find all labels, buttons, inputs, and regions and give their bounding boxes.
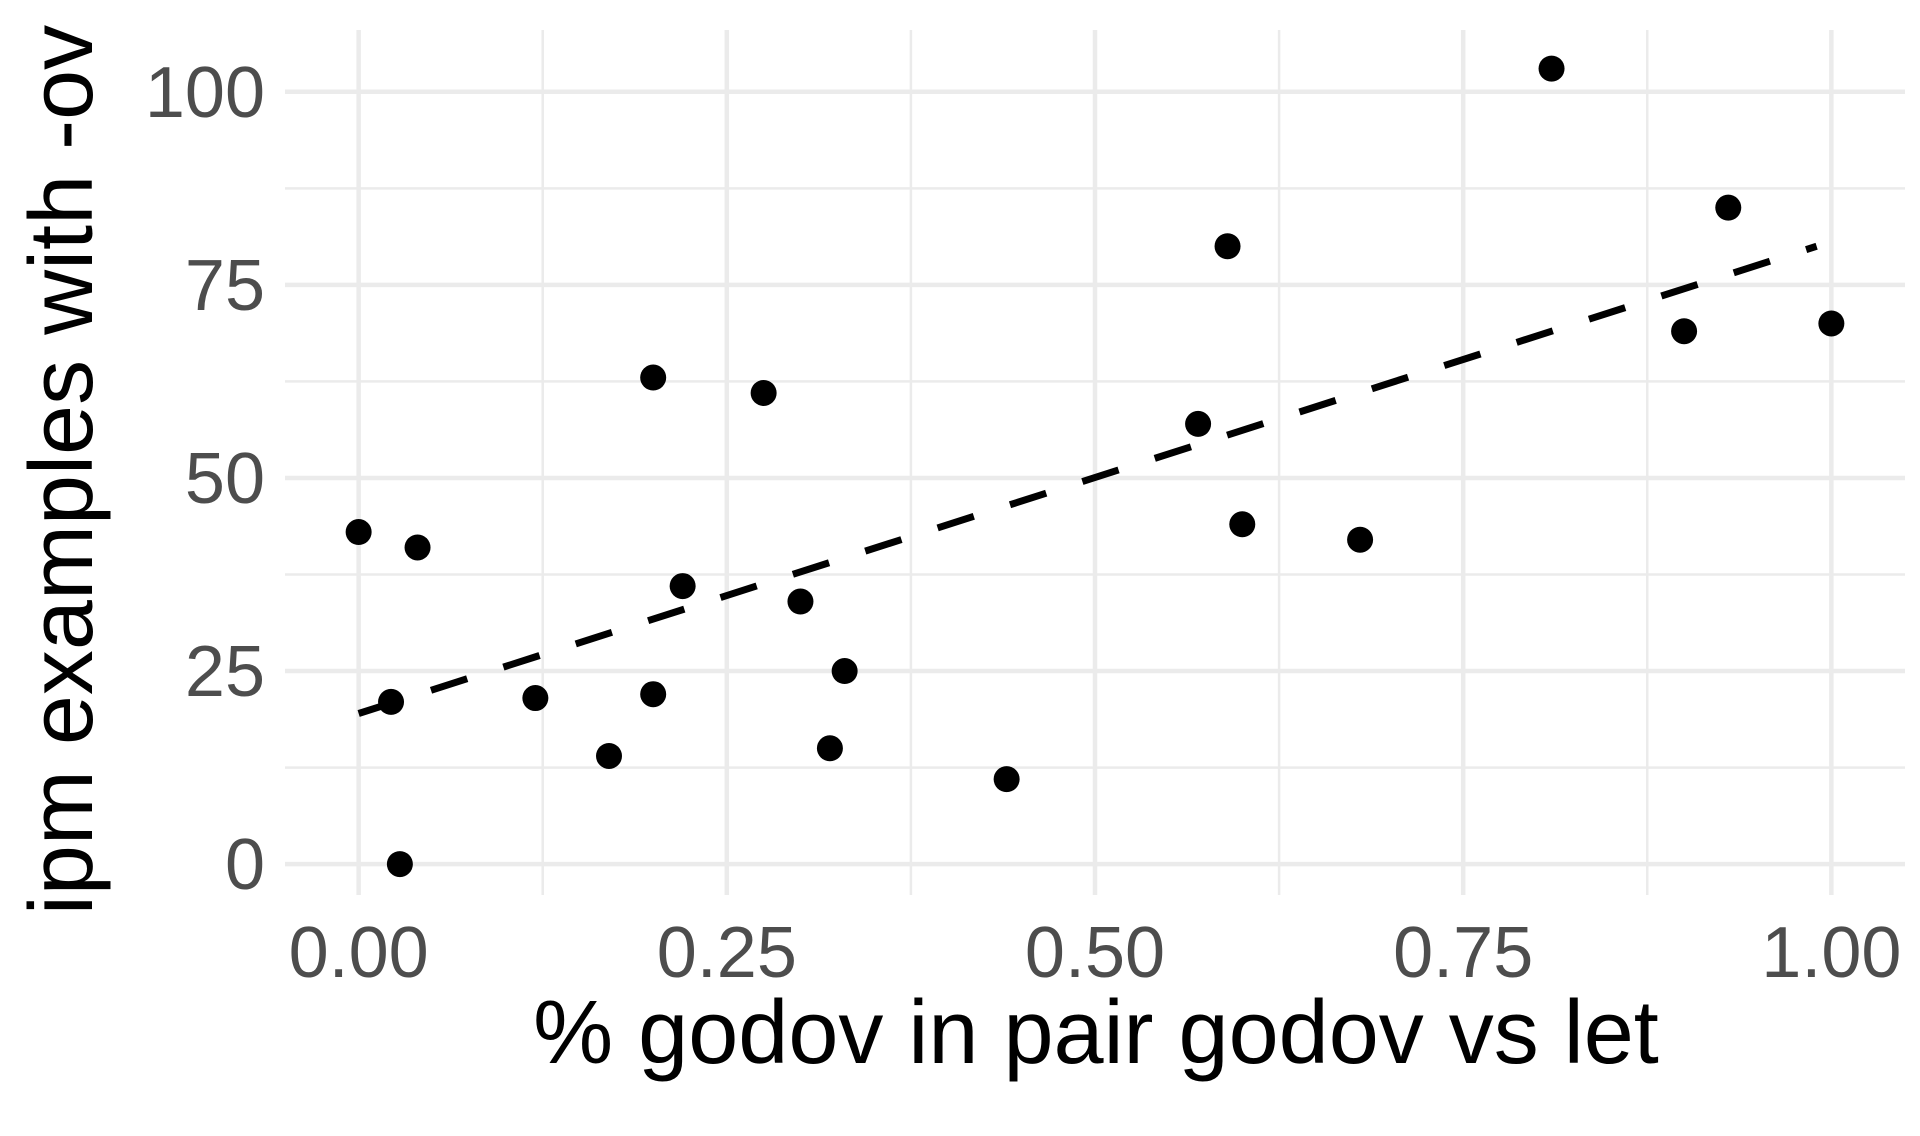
data-point (522, 685, 549, 712)
y-tick-label: 25 (185, 632, 265, 712)
y-tick-label: 75 (185, 246, 265, 326)
y-tick-label: 100 (145, 53, 265, 133)
x-axis-title: % godov in pair godov vs let (533, 983, 1659, 1083)
data-point (640, 364, 667, 391)
x-tick-label: 0.75 (1393, 913, 1533, 993)
data-point (1818, 310, 1845, 337)
tick-labels: 0.00 0.25 0.50 0.75 1.00 0 25 50 75 100 (145, 53, 1902, 993)
data-point (1538, 55, 1565, 82)
data-point (816, 735, 843, 762)
data-point (787, 588, 814, 615)
data-point (1214, 233, 1241, 260)
x-tick-label: 0.25 (657, 913, 797, 993)
data-point (640, 681, 667, 708)
grid (285, 30, 1905, 895)
trend-line (357, 242, 1818, 717)
data-point (1229, 511, 1256, 538)
data-point (378, 688, 405, 715)
data-point (386, 851, 413, 878)
data-point (831, 658, 858, 685)
points-layer (345, 55, 1845, 878)
y-tick-label: 50 (185, 439, 265, 519)
x-tick-label: 1.00 (1761, 913, 1901, 993)
x-tick-label: 0.00 (289, 913, 429, 993)
y-axis-title: ipm examples with -ov (12, 25, 112, 915)
data-point (1671, 318, 1698, 345)
trend-line-layer (357, 242, 1818, 717)
data-point (1715, 194, 1742, 221)
data-point (345, 519, 372, 546)
data-point (404, 534, 431, 561)
data-point (596, 742, 622, 769)
data-point (993, 766, 1020, 793)
data-point (669, 573, 696, 600)
x-tick-label: 0.50 (1025, 913, 1165, 993)
y-tick-label: 0 (225, 825, 265, 905)
data-point (1347, 526, 1374, 553)
data-point (1185, 410, 1212, 437)
data-point (750, 379, 777, 406)
